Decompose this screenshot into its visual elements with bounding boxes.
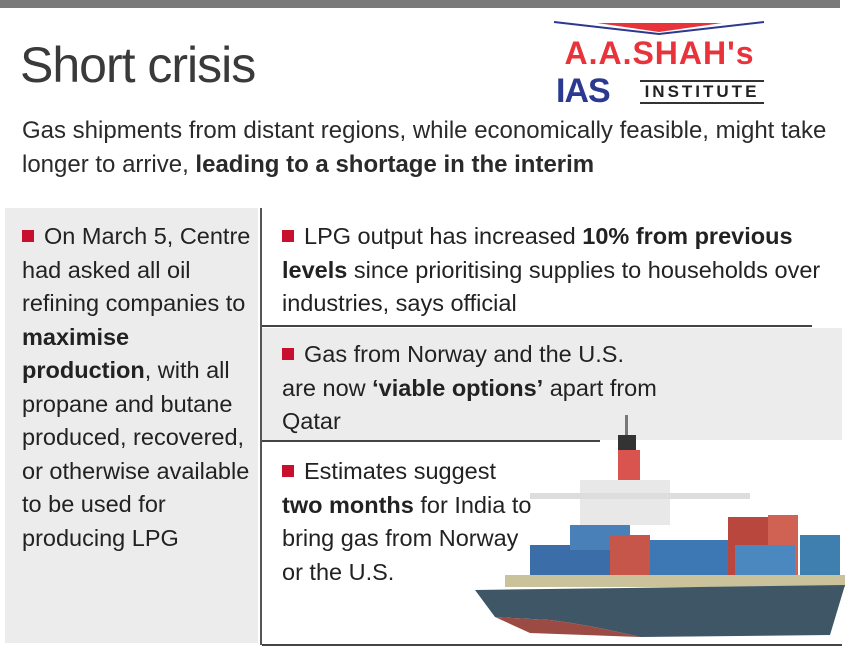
point-3: Estimates suggest two months for India t… xyxy=(262,455,537,589)
divider xyxy=(262,440,600,442)
left-text-2: , with all propane and butane produced, … xyxy=(22,357,250,551)
divider xyxy=(262,325,812,327)
subtitle-emphasis: leading to a shortage in the interim xyxy=(195,151,595,178)
top-rule xyxy=(0,0,840,8)
point-emphasis: ‘viable options’ xyxy=(372,374,544,401)
bullet-icon xyxy=(22,230,34,242)
left-emphasis: maximise production xyxy=(22,323,145,384)
bullet-icon xyxy=(282,465,294,477)
point-text-2: for India to bring gas from Norway or th… xyxy=(282,491,532,585)
logo-ias: IAS xyxy=(556,72,611,110)
bullet-icon xyxy=(282,230,294,242)
logo-institute: INSTITUTE xyxy=(640,80,764,104)
bottom-rule xyxy=(262,644,842,646)
point-emphasis: 10% from previous levels xyxy=(282,223,793,283)
point-text-2: since prioritising supplies to household… xyxy=(282,256,821,317)
institute-logo: A.A.SHAH's IAS INSTITUTE xyxy=(552,20,767,110)
subtitle-text: Gas shipments from distant regions, whil… xyxy=(22,117,827,178)
point-text: Gas from Norway and the U.S. are now xyxy=(282,341,624,401)
point-emphasis: two months xyxy=(282,491,414,518)
point-2: Gas from Norway and the U.S. are now ‘vi… xyxy=(262,338,662,439)
logo-line1: A.A.SHAH's xyxy=(564,35,755,71)
column-divider xyxy=(260,208,262,645)
logo-chevron-icon xyxy=(553,21,765,36)
point-text: Estimates suggest xyxy=(304,458,497,484)
point-text: LPG output has increased xyxy=(304,223,583,249)
page-title: Short crisis xyxy=(20,37,256,93)
point-text-2: apart from Qatar xyxy=(282,374,657,435)
point-2-bg xyxy=(262,328,842,440)
point-1: LPG output has increased 10% from previo… xyxy=(262,220,832,321)
left-panel: On March 5, Centre had asked all oil ref… xyxy=(5,208,258,643)
cargo-ship-image xyxy=(475,415,845,637)
subtitle: Gas shipments from distant regions, whil… xyxy=(22,114,842,182)
bullet-icon xyxy=(282,348,294,360)
left-text: On March 5, Centre had asked all oil ref… xyxy=(22,223,251,316)
